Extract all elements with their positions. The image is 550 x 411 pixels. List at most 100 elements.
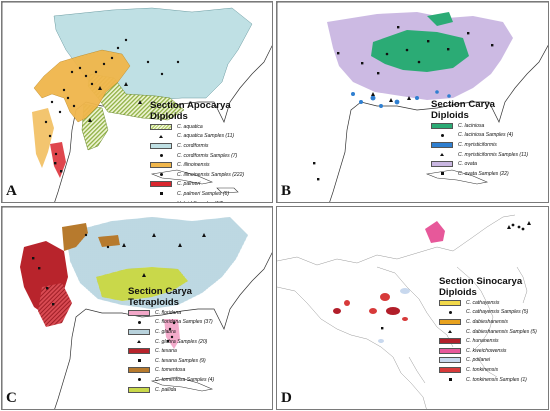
legend-label: C. ovata <box>458 161 477 168</box>
legend-entry: C. illinoinensis <box>150 160 244 170</box>
legend-swatch <box>431 161 453 168</box>
legend-label: C. dabieshanensis Samples (5) <box>466 328 537 335</box>
legend-entry: C. tonkinensis Samples (1) <box>439 375 537 385</box>
legend-entry: C. cordiformis Samples (7) <box>150 151 244 161</box>
legend-entry: C. glabra Samples (20) <box>128 337 214 347</box>
legend-marker-tri-icon <box>150 201 172 202</box>
legend-label: C. cordiformis <box>177 142 209 149</box>
legend-entry: C. pallida <box>128 385 214 395</box>
east-asia-map-d <box>277 207 548 409</box>
legend-b: Section Carya Diploids C. laciniosa C. laci… <box>431 99 528 179</box>
legend-label: C. glabra Samples (20) <box>155 338 208 345</box>
legend-swatch <box>150 123 172 130</box>
legend-marker-sq-icon <box>150 191 172 197</box>
legend-entry: Hybrid Samples (17) <box>150 199 244 202</box>
legend-swatch <box>439 357 461 364</box>
legend-entry: C. laciniosa Samples (4) <box>431 131 528 141</box>
legend-label: C. laciniosa Samples (4) <box>458 132 514 139</box>
legend-entry: C. palmeri <box>150 180 244 190</box>
legend-label: C. laciniosa <box>458 122 485 129</box>
legend-marker-dot-icon <box>431 132 453 138</box>
legend-label: C. illinoinensis Samples (222) <box>177 171 245 178</box>
legend-title-line: Diploids <box>439 286 477 298</box>
legend-marker-sq-icon <box>431 171 453 177</box>
legend-label: C. cordiformis Samples (7) <box>177 152 238 159</box>
legend-title-line: Tetraploids <box>128 296 179 308</box>
map-panel-c: Section Carya Tetraploids C. floridana C. f… <box>1 206 273 410</box>
legend-entry: C. tomentosa Samples (4) <box>128 375 214 385</box>
legend-marker-dot-icon <box>128 319 150 325</box>
legend-label: C. glabra <box>155 328 176 335</box>
legend-title-line: Section Carya <box>431 99 495 110</box>
legend-entry: C. palmeri Samples (6) <box>150 189 244 199</box>
legend-entry: C. ovata <box>431 159 528 169</box>
legend-entry: C. myristiciformis Samples (11) <box>431 150 528 160</box>
legend-swatch <box>439 318 461 325</box>
legend-label: C. myristiciformis Samples (11) <box>458 151 529 158</box>
legend-marker-dot-icon <box>128 377 150 383</box>
legend-swatch <box>128 328 150 335</box>
legend-marker-dot-icon <box>439 309 461 315</box>
panel-letter-a: A <box>6 183 17 199</box>
legend-label: C. hunanensis <box>466 338 499 345</box>
legend-label: C. floridana Samples (37) <box>155 319 213 326</box>
legend-title-line: Diploids <box>431 109 469 121</box>
legend-swatch <box>150 162 172 169</box>
legend-entry: C. cathayensis <box>439 298 537 308</box>
legend-swatch <box>128 367 150 374</box>
legend-label: C. palmeri <box>177 181 201 188</box>
legend-entry: C. floridana Samples (37) <box>128 318 214 328</box>
legend-swatch <box>431 141 453 148</box>
legend-title-line: Section Carya <box>128 286 192 297</box>
legend-entry: C. dabieshanensis Samples (5) <box>439 327 537 337</box>
legend-entry: C. kweichowensis <box>439 346 537 356</box>
legend-marker-tri-icon <box>150 133 172 139</box>
legend-label: C. tonkinensis Samples (1) <box>466 376 527 383</box>
legend-entry: C. tonkinensis <box>439 365 537 375</box>
legend-entry: C. laciniosa <box>431 121 528 131</box>
legend-label: C. aquatica <box>177 123 203 130</box>
map-panel-d: Section Sinocarya Diploids C. cathayensis C… <box>276 206 549 410</box>
legend-entry: C. tomentosa <box>128 366 214 376</box>
legend-label: C. illinoinensis <box>177 162 210 169</box>
map-panel-b: Section Carya Diploids C. laciniosa C. laci… <box>276 1 549 203</box>
legend-swatch <box>128 348 150 355</box>
legend-entry: C. poilanei <box>439 356 537 366</box>
legend-label: C. tomentosa Samples (4) <box>155 376 215 383</box>
legend-entry: C. myristiciformis <box>431 140 528 150</box>
north-america-map-b <box>277 2 548 202</box>
legend-entry: C. glabra <box>128 327 214 337</box>
legend-label: C. pallida <box>155 386 177 393</box>
legend-entry: C. ovata Samples (22) <box>431 169 528 179</box>
legend-marker-tri-icon <box>439 329 461 335</box>
legend-entry: C. aquatica <box>150 122 244 132</box>
legend-swatch <box>439 347 461 354</box>
legend-label: C. floridana <box>155 309 182 316</box>
legend-label: C. myristiciformis <box>458 141 497 148</box>
legend-entry: C. cathayensis Samples (5) <box>439 308 537 318</box>
legend-swatch <box>439 366 461 373</box>
legend-title-line: Section Sinocarya <box>439 276 523 287</box>
legend-label: Hybrid Samples (17) <box>177 201 223 202</box>
legend-swatch <box>439 299 461 306</box>
legend-a: Section Apocarya Diploids C. aquatica C. aq… <box>150 100 244 202</box>
legend-label: C. ovata Samples (22) <box>458 170 509 177</box>
legend-entry: C. texana Samples (9) <box>128 356 214 366</box>
legend-d: Section Sinocarya Diploids C. cathayensis C… <box>439 276 537 385</box>
panel-letter-d: D <box>281 390 292 406</box>
legend-entry: C. aquatica Samples (11) <box>150 132 244 142</box>
legend-entry: C. floridana <box>128 308 214 318</box>
panel-letter-c: C <box>6 390 17 406</box>
legend-swatch <box>150 181 172 188</box>
legend-marker-sq-icon <box>439 377 461 383</box>
north-america-map-c <box>2 207 272 409</box>
legend-label: C. aquatica Samples (11) <box>177 133 235 140</box>
legend-entry: C. cordiformis <box>150 141 244 151</box>
legend-label: C. tonkinensis <box>466 366 498 373</box>
legend-entry: C. illinoinensis Samples (222) <box>150 170 244 180</box>
legend-swatch <box>439 338 461 345</box>
legend-marker-tri-icon <box>128 339 150 345</box>
legend-swatch <box>431 122 453 129</box>
legend-swatch <box>128 309 150 316</box>
legend-entry: C. texana <box>128 346 214 356</box>
